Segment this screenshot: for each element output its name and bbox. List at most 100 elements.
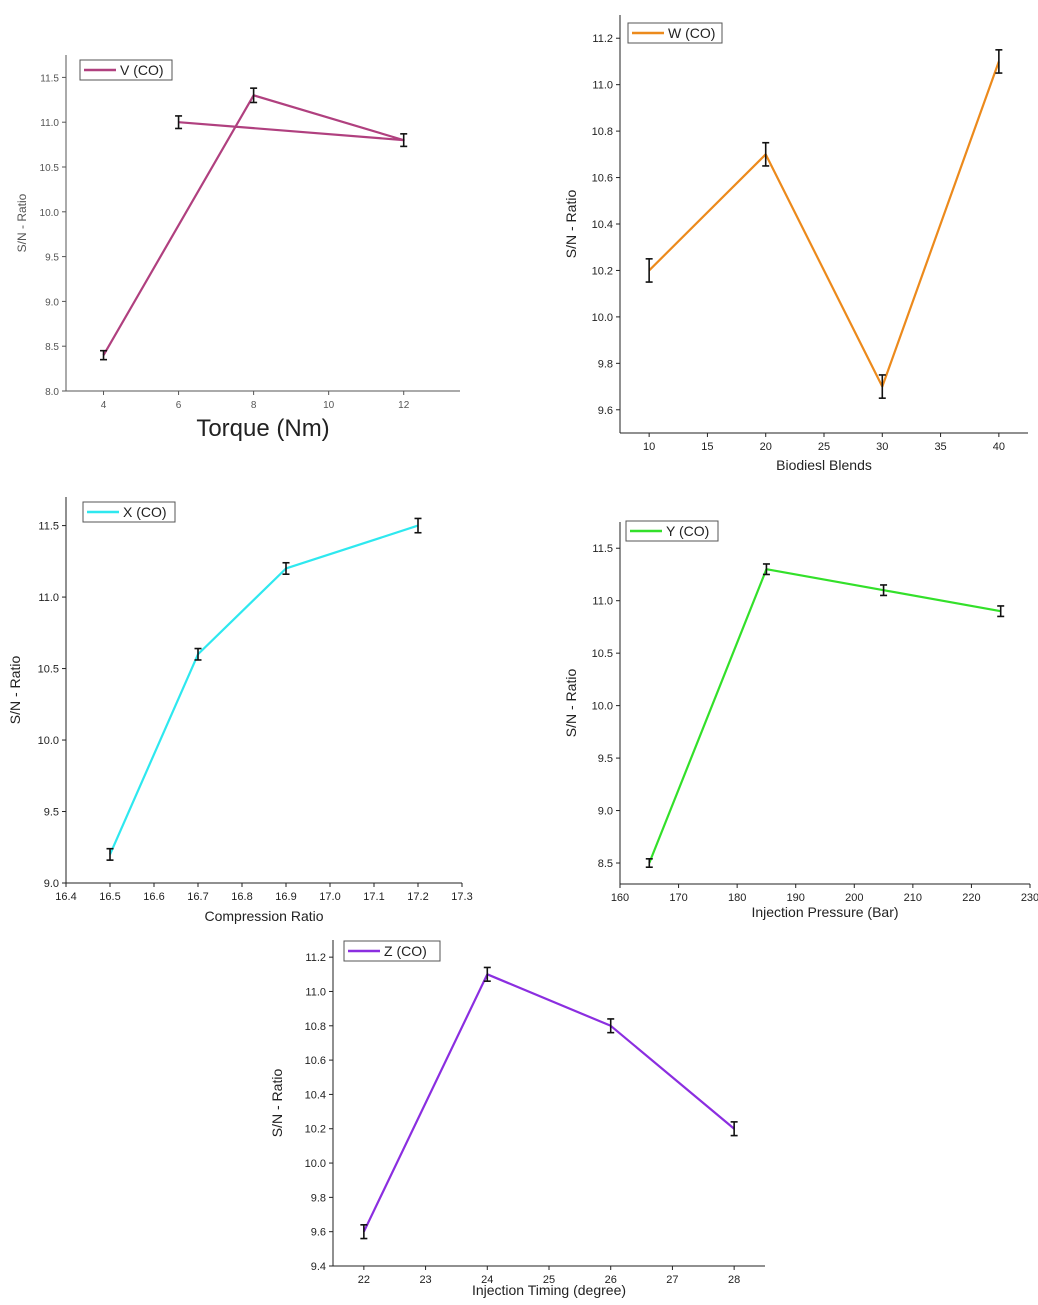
chart-y-x-tick-label: 180 xyxy=(728,892,746,904)
chart-y-x-tick-label: 220 xyxy=(962,892,980,904)
chart-z-y-axis-label: S/N - Ratio xyxy=(269,1069,285,1138)
chart-w-x-tick-label: 25 xyxy=(818,441,830,453)
chart-z-x-tick-label: 28 xyxy=(728,1274,740,1286)
chart-y-y-tick-label: 11.0 xyxy=(592,596,613,608)
chart-w: 9.6 9.8 10.0 10.2 10.4 10.6 10.8 11.0 11.2 10 15 20… xyxy=(563,15,1028,473)
chart-w-series-line xyxy=(648,61,1000,388)
chart-x-x-tick-label: 16.7 xyxy=(187,891,208,903)
chart-w-y-tick-label: 11.0 xyxy=(592,80,613,92)
chart-v-point xyxy=(100,349,108,361)
chart-z-x-tick-label: 22 xyxy=(358,1274,370,1286)
chart-y-point xyxy=(762,563,770,576)
chart-w-y-tick-label: 10.8 xyxy=(592,126,613,138)
chart-y-point xyxy=(880,584,888,597)
chart-v-legend: V (CO) xyxy=(79,59,173,81)
chart-z-y-tick-label: 9.4 xyxy=(311,1261,326,1273)
chart-v-point xyxy=(400,133,408,148)
chart-w-point xyxy=(645,258,653,283)
chart-x-y-tick-label: 10.5 xyxy=(38,664,59,676)
chart-y-x-tick-label: 170 xyxy=(669,892,687,904)
chart-x-y-tick-label: 11.5 xyxy=(38,521,59,533)
chart-x-y-tick-label: 9.5 xyxy=(44,807,59,819)
chart-v-legend-label: V (CO) xyxy=(120,62,164,78)
chart-x-x-tick-label: 16.6 xyxy=(143,891,164,903)
chart-x-y-tick-label: 9.0 xyxy=(44,878,59,890)
chart-v-x-axis-label: Torque (Nm) xyxy=(196,415,329,442)
chart-x-x-axis-label: Compression Ratio xyxy=(204,908,323,924)
chart-z-x-tick-label: 24 xyxy=(481,1274,493,1286)
chart-w-x-tick-label: 20 xyxy=(760,441,772,453)
chart-w-y-axis-label: S/N - Ratio xyxy=(563,190,579,259)
chart-z-y-tick-label: 11.0 xyxy=(305,986,326,998)
chart-z-legend: Z (CO) xyxy=(343,940,441,962)
chart-y-series-line xyxy=(648,568,1001,864)
chart-v-x-tick-label: 6 xyxy=(176,400,182,411)
chart-y-x-tick-label: 160 xyxy=(611,892,629,904)
chart-x-x-tick-label: 17.3 xyxy=(451,891,472,903)
chart-y-legend-label: Y (CO) xyxy=(666,523,709,539)
chart-z-y-tick-label: 9.6 xyxy=(311,1227,326,1239)
chart-z-point xyxy=(360,1224,368,1240)
chart-w-x-tick-label: 35 xyxy=(934,441,946,453)
chart-x-y-axis-label: S/N - Ratio xyxy=(7,656,23,725)
chart-x-legend-box xyxy=(82,501,176,523)
chart-z-point xyxy=(607,1018,615,1034)
chart-v-x-tick-label: 8 xyxy=(251,400,257,411)
chart-w-y-tick-label: 10.4 xyxy=(592,219,613,231)
chart-z: 9.4 9.6 9.8 10.0 10.2 10.4 10.6 10.8 11.0 11.2 22 2… xyxy=(269,940,765,1298)
chart-w-x-axis-label: Biodiesl Blends xyxy=(776,457,872,473)
chart-v-y-tick-label: 9.5 xyxy=(45,253,59,264)
chart-z-series-line xyxy=(362,973,735,1233)
chart-x-x-tick-label: 17.0 xyxy=(319,891,340,903)
chart-x-x-tick-label: 16.4 xyxy=(55,891,76,903)
chart-z-point xyxy=(483,966,491,982)
chart-z-x-axis-label: Injection Timing (degree) xyxy=(472,1282,626,1298)
chart-y-y-tick-label: 8.5 xyxy=(598,858,613,870)
chart-x-series-line xyxy=(108,524,419,855)
chart-v: 8.0 8.5 9.0 9.5 10.0 10.5 11.0 11.5 4 6 8 10 12 Torqu… xyxy=(15,55,460,442)
chart-w-x-tick-label: 10 xyxy=(643,441,655,453)
chart-v-legend-box xyxy=(79,59,173,81)
chart-y-y-tick-label: 9.5 xyxy=(598,753,613,765)
chart-w-legend-box xyxy=(627,22,723,44)
chart-y: 8.5 9.0 9.5 10.0 10.5 11.0 11.5 160 170 180 190 200… xyxy=(563,520,1038,920)
chart-x-x-tick-label: 17.2 xyxy=(407,891,428,903)
chart-v-y-tick-label: 11.0 xyxy=(40,118,59,129)
chart-y-legend-box xyxy=(625,520,719,542)
chart-x-y-tick-label: 10.0 xyxy=(38,735,59,747)
chart-z-y-tick-label: 11.2 xyxy=(305,952,326,964)
chart-x-point xyxy=(282,561,290,576)
chart-y-x-tick-label: 210 xyxy=(904,892,922,904)
chart-x-x-tick-label: 17.1 xyxy=(363,891,384,903)
chart-z-x-tick-label: 26 xyxy=(605,1274,617,1286)
chart-z-point xyxy=(730,1121,738,1137)
chart-v-x-tick-label: 4 xyxy=(101,400,107,411)
chart-v-y-axis-label: S/N - Ratio xyxy=(15,193,29,252)
chart-y-y-tick-label: 10.0 xyxy=(592,701,613,713)
chart-v-x-tick-label: 12 xyxy=(398,400,410,411)
chart-z-y-tick-label: 10.6 xyxy=(305,1055,326,1067)
chart-y-x-tick-label: 190 xyxy=(787,892,805,904)
chart-y-y-tick-label: 10.5 xyxy=(592,648,613,660)
chart-w-legend: W (CO) xyxy=(627,22,723,44)
chart-z-x-tick-label: 27 xyxy=(666,1274,678,1286)
chart-w-y-tick-label: 10.2 xyxy=(592,265,613,277)
chart-y-y-tick-label: 9.0 xyxy=(598,806,613,818)
chart-x-x-tick-label: 16.9 xyxy=(275,891,296,903)
chart-v-y-tick-label: 10.5 xyxy=(40,163,60,174)
chart-w-point xyxy=(878,374,886,399)
chart-x-legend-label: X (CO) xyxy=(123,504,167,520)
chart-w-y-tick-label: 10.0 xyxy=(592,312,613,324)
chart-w-y-tick-label: 10.6 xyxy=(592,173,613,185)
chart-z-y-tick-label: 10.2 xyxy=(305,1124,326,1136)
chart-x-x-tick-label: 16.8 xyxy=(231,891,252,903)
chart-z-x-tick-label: 23 xyxy=(419,1274,431,1286)
chart-w-point xyxy=(762,141,770,167)
chart-z-legend-box xyxy=(343,940,441,962)
chart-w-x-tick-label: 15 xyxy=(701,441,713,453)
chart-z-y-tick-label: 10.8 xyxy=(305,1021,326,1033)
chart-w-y-tick-label: 11.2 xyxy=(592,33,613,45)
chart-z-legend-label: Z (CO) xyxy=(384,943,427,959)
chart-v-y-tick-label: 8.5 xyxy=(45,342,59,353)
